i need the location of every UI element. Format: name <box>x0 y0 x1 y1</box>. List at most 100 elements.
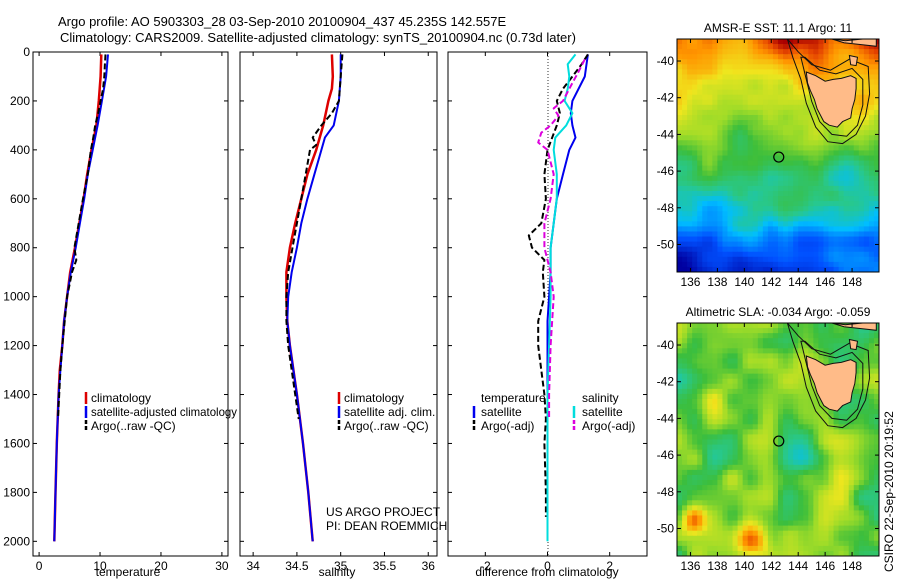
map-cell <box>868 114 875 121</box>
side-stamp: CSIRO 22-Sep-2010 20:19:52 <box>882 411 896 572</box>
map-cell <box>863 74 870 81</box>
map-cell <box>707 500 713 506</box>
map-cell <box>742 236 749 243</box>
map-cell <box>702 363 708 370</box>
map-cell <box>828 165 835 172</box>
map-cell <box>873 175 879 182</box>
map-cell <box>772 485 779 491</box>
map-cell <box>788 515 794 522</box>
map-cell <box>757 140 764 146</box>
map-cell <box>843 348 850 354</box>
map-cell <box>702 343 708 349</box>
map-cell <box>762 241 769 248</box>
map-cell <box>793 114 799 121</box>
map-cell <box>823 348 830 354</box>
map-cell <box>687 114 693 121</box>
map-cell <box>692 373 698 380</box>
map-cell <box>823 145 830 152</box>
map-cell <box>808 155 814 162</box>
map-cell <box>757 226 764 233</box>
map-cell <box>747 515 754 522</box>
map-cell <box>848 266 855 272</box>
map-cell <box>843 333 850 339</box>
map-cell <box>712 424 718 430</box>
map-cell <box>727 495 734 501</box>
map-cell <box>727 424 734 430</box>
map-cell <box>692 59 698 65</box>
map-cell <box>788 130 794 136</box>
map-cell <box>737 409 744 415</box>
map-cell <box>767 459 774 466</box>
map-cell <box>737 419 744 425</box>
map-cell <box>803 368 809 375</box>
map-cell <box>873 89 879 96</box>
map-cell <box>717 424 724 430</box>
map-cell <box>868 333 875 339</box>
map-cell <box>828 231 835 238</box>
map-cell <box>858 459 865 466</box>
map-cell <box>722 550 729 556</box>
map-cell <box>757 540 764 547</box>
map-cell <box>712 490 718 496</box>
map-cell <box>788 84 794 91</box>
map-cell <box>697 256 703 263</box>
map-cell <box>788 459 794 466</box>
map-cell <box>732 109 739 116</box>
map-cell <box>687 550 693 556</box>
map-cell <box>798 165 804 172</box>
map-cell <box>682 328 688 334</box>
map-cell <box>687 251 693 258</box>
map-cell <box>717 378 724 385</box>
map-cell <box>783 540 789 547</box>
map-cell <box>767 469 774 476</box>
map-cell <box>767 190 774 197</box>
map-cell <box>843 130 850 136</box>
map-cell <box>868 409 875 415</box>
map-cell <box>707 490 713 496</box>
map-cell <box>732 414 739 420</box>
map-cell <box>707 175 713 182</box>
map-cell <box>793 59 799 65</box>
map-cell <box>798 373 804 380</box>
map-cell <box>752 363 759 370</box>
map-cell <box>818 358 825 365</box>
map-cell <box>722 236 729 243</box>
map-cell <box>828 439 835 446</box>
map-cell <box>687 89 693 96</box>
map-cell <box>727 404 734 410</box>
map-cell <box>742 368 749 375</box>
map-cell <box>677 185 683 192</box>
map-cell <box>707 64 713 70</box>
map-cell <box>843 353 850 360</box>
map-cell <box>858 495 865 501</box>
map-cell <box>697 64 703 70</box>
map-cell <box>737 398 744 405</box>
map-cell <box>707 343 713 349</box>
map-cell <box>863 185 870 192</box>
map-cell <box>772 59 779 65</box>
map-cell <box>747 368 754 375</box>
map-cell <box>863 333 870 339</box>
map-cell <box>677 74 683 81</box>
map-cell <box>793 39 799 45</box>
map-cell <box>863 373 870 380</box>
map-cell <box>838 545 845 552</box>
map-cell <box>767 535 774 542</box>
map-cell <box>798 246 804 253</box>
map-cell <box>752 469 759 476</box>
map-cell <box>778 216 784 222</box>
map-cell <box>762 480 769 486</box>
map-cell <box>677 429 683 436</box>
map-cell <box>848 185 855 192</box>
map-cell <box>687 444 693 451</box>
map-cell <box>757 393 764 400</box>
map-cell <box>697 104 703 111</box>
map-cell <box>677 545 683 552</box>
map-cell <box>697 525 703 532</box>
map-cell <box>783 170 789 177</box>
map-cell <box>798 424 804 430</box>
map-cell <box>793 104 799 111</box>
map-cell <box>772 373 779 380</box>
map-cell <box>722 94 729 101</box>
map-cell <box>853 388 860 395</box>
